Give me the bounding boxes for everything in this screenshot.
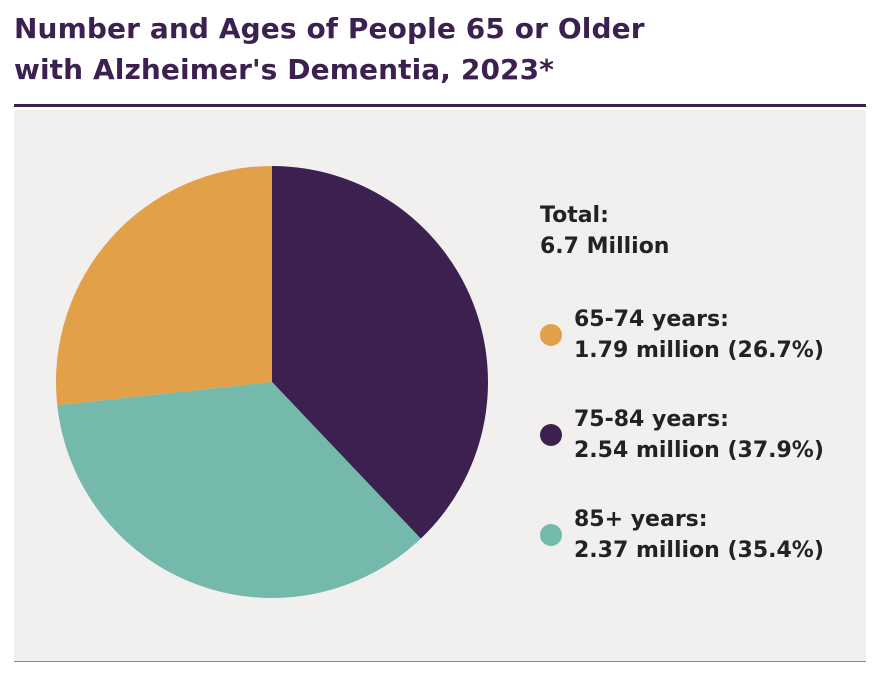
legend-swatch (540, 524, 562, 546)
legend-label: 65-74 years: (574, 307, 729, 332)
slice-85-plus (57, 382, 421, 599)
chart-title-line-1: Number and Ages of People 65 or Older (14, 12, 645, 45)
legend-total: Total: 6.7 Million (540, 200, 669, 262)
legend-total-label: Total: (540, 203, 609, 228)
legend-swatch (540, 324, 562, 346)
top-rule (14, 104, 866, 107)
slice-65-74 (55, 165, 272, 406)
chart-title: Number and Ages of People 65 or Older wi… (14, 8, 645, 90)
bottom-rule (14, 661, 866, 662)
legend-value: 1.79 million (26.7%) (574, 338, 824, 363)
chart-title-line-2: with Alzheimer's Dementia, 2023* (14, 53, 554, 86)
legend-swatch (540, 424, 562, 446)
legend: Total: 6.7 Million 65-74 years: 1.79 mill… (540, 200, 824, 563)
legend-label: 75-84 years: (574, 407, 729, 432)
legend-label: 85+ years: (574, 507, 708, 532)
slice-75-84 (272, 166, 489, 539)
legend-value: 2.54 million (37.9%) (574, 438, 824, 463)
legend-value: 2.37 million (35.4%) (574, 538, 824, 563)
legend-total-value: 6.7 Million (540, 234, 670, 259)
